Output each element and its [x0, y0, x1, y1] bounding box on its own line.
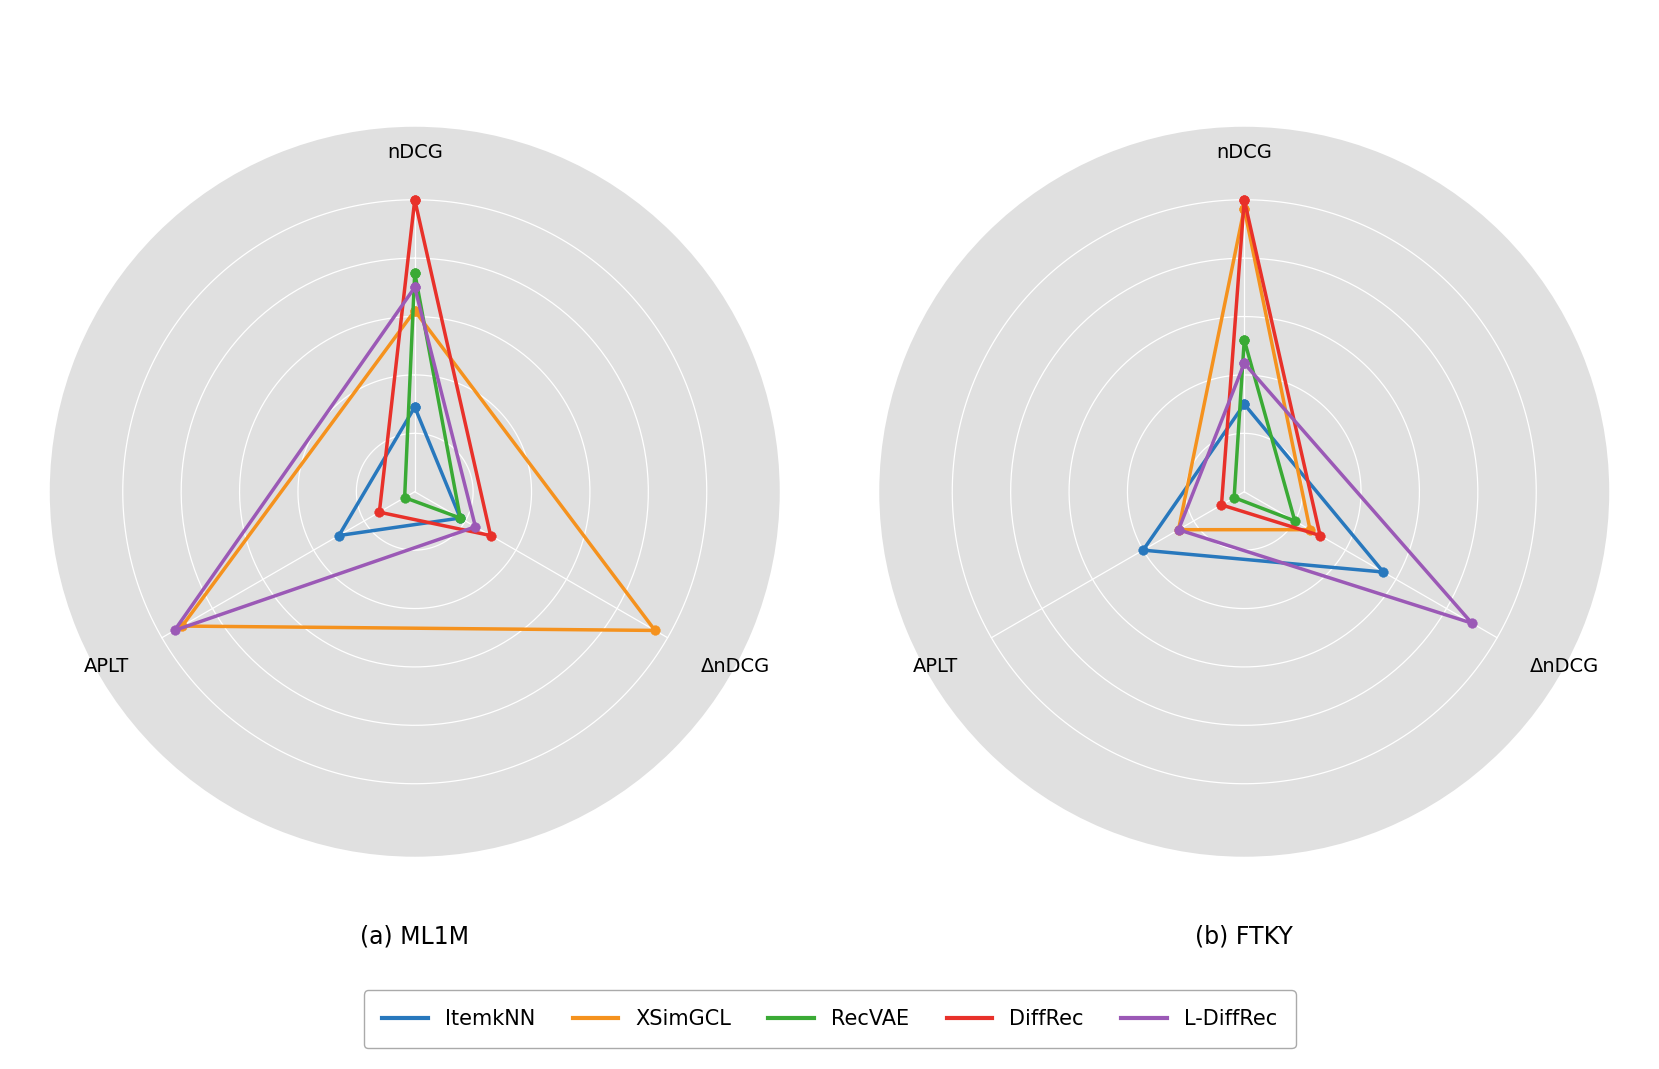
Polygon shape [952, 200, 1536, 784]
Text: nDCG: nDCG [1216, 143, 1272, 161]
Text: APLT: APLT [83, 656, 129, 676]
Legend: ItemkNN, XSimGCL, RecVAE, DiffRec, L-DiffRec: ItemkNN, XSimGCL, RecVAE, DiffRec, L-Dif… [363, 990, 1296, 1048]
Text: APLT: APLT [912, 656, 959, 676]
Text: nDCG: nDCG [387, 143, 443, 161]
Text: (a) ML1M: (a) ML1M [360, 925, 469, 948]
Polygon shape [123, 200, 707, 784]
Text: ΔnDCG: ΔnDCG [700, 656, 770, 676]
Text: (b) FTKY: (b) FTKY [1196, 925, 1292, 948]
Text: ΔnDCG: ΔnDCG [1530, 656, 1599, 676]
